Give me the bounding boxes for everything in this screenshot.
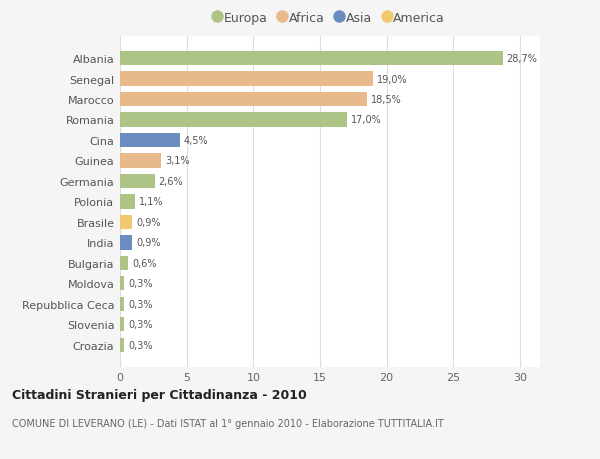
Bar — [120, 72, 373, 86]
Bar — [120, 195, 134, 209]
Bar — [120, 134, 180, 148]
Text: 2,6%: 2,6% — [158, 177, 183, 186]
Bar — [120, 93, 367, 107]
Text: 0,3%: 0,3% — [128, 279, 152, 289]
Bar — [120, 215, 132, 230]
Bar — [120, 154, 161, 168]
Bar — [120, 113, 347, 127]
Text: 0,3%: 0,3% — [128, 299, 152, 309]
Text: 4,5%: 4,5% — [184, 136, 209, 146]
Legend: Europa, Africa, Asia, America: Europa, Africa, Asia, America — [212, 9, 448, 27]
Bar — [120, 277, 124, 291]
Text: 17,0%: 17,0% — [350, 115, 382, 125]
Bar — [120, 52, 503, 66]
Text: 18,5%: 18,5% — [371, 95, 401, 105]
Text: 0,3%: 0,3% — [128, 319, 152, 330]
Bar — [120, 318, 124, 332]
Bar — [120, 235, 132, 250]
Text: 3,1%: 3,1% — [166, 156, 190, 166]
Text: 28,7%: 28,7% — [506, 54, 538, 64]
Bar — [120, 297, 124, 311]
Bar — [120, 174, 155, 189]
Bar — [120, 256, 128, 270]
Text: 19,0%: 19,0% — [377, 74, 408, 84]
Text: Cittadini Stranieri per Cittadinanza - 2010: Cittadini Stranieri per Cittadinanza - 2… — [12, 388, 307, 401]
Text: 0,9%: 0,9% — [136, 238, 161, 248]
Bar — [120, 338, 124, 352]
Text: COMUNE DI LEVERANO (LE) - Dati ISTAT al 1° gennaio 2010 - Elaborazione TUTTITALI: COMUNE DI LEVERANO (LE) - Dati ISTAT al … — [12, 418, 444, 428]
Text: 0,6%: 0,6% — [132, 258, 157, 268]
Text: 1,1%: 1,1% — [139, 197, 163, 207]
Text: 0,9%: 0,9% — [136, 218, 161, 227]
Text: 0,3%: 0,3% — [128, 340, 152, 350]
